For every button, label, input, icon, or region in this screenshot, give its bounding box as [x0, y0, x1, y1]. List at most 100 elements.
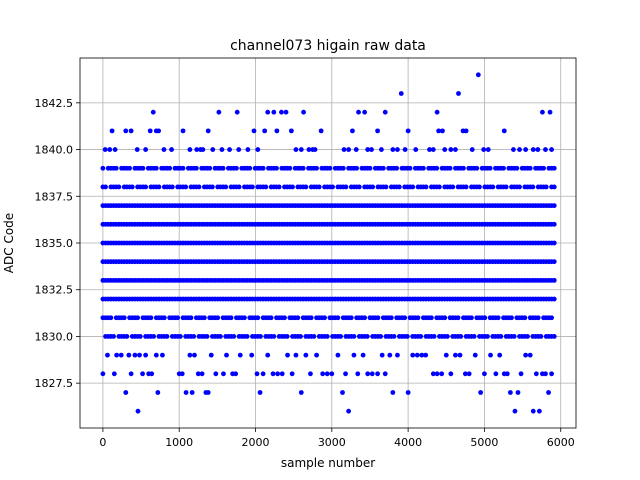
data-point: [530, 147, 536, 152]
data-point: [112, 147, 118, 152]
data-point: [419, 352, 425, 358]
x-tick-label: 0: [99, 436, 106, 449]
data-point: [223, 184, 229, 190]
data-point: [535, 315, 541, 321]
data-point: [367, 165, 373, 171]
data-point: [356, 109, 361, 115]
data-point: [431, 334, 437, 339]
data-point: [220, 165, 226, 171]
data-point: [301, 109, 306, 115]
data-point: [216, 109, 222, 115]
y-tick-label: 1830.0: [35, 330, 74, 343]
data-point: [320, 371, 326, 377]
data-point: [546, 390, 551, 395]
data-point: [221, 371, 226, 377]
data-point: [538, 334, 544, 339]
data-point: [540, 109, 545, 115]
data-point: [463, 128, 469, 134]
data-point: [205, 390, 211, 395]
data-point: [126, 352, 132, 358]
data-point: [175, 315, 181, 321]
x-tick-label: 3000: [318, 436, 346, 449]
data-point: [285, 352, 290, 358]
data-point: [395, 352, 400, 358]
data-point: [341, 147, 347, 152]
data-point: [263, 184, 269, 190]
data-point: [517, 147, 522, 152]
data-point: [448, 371, 454, 377]
data-point: [522, 315, 528, 321]
data-point: [340, 165, 346, 171]
data-point: [271, 334, 277, 339]
data-point: [362, 315, 368, 321]
data-point: [338, 334, 343, 339]
data-point: [137, 352, 142, 358]
data-point: [290, 184, 295, 190]
data-point: [255, 147, 261, 152]
data-point: [527, 352, 533, 358]
data-point: [265, 109, 271, 115]
data-point: [501, 128, 507, 134]
data-point: [427, 147, 432, 152]
data-point: [440, 128, 445, 134]
data-point: [495, 315, 501, 321]
data-point: [318, 128, 324, 134]
y-tick-label: 1837.5: [35, 190, 74, 203]
data-point: [324, 334, 330, 339]
data-point: [379, 147, 384, 152]
data-point: [268, 315, 274, 321]
data-point: [322, 315, 327, 321]
data-point: [497, 352, 503, 358]
data-point: [551, 165, 557, 171]
data-point: [523, 352, 529, 358]
data-point: [135, 408, 141, 414]
data-point: [118, 352, 124, 358]
y-axis: 1827.5 1830.0 1832.5 1835.0 1837.5 1840.0 1842…: [35, 97, 80, 390]
data-point: [330, 184, 335, 190]
data-point: [295, 315, 301, 321]
data-point: [260, 371, 266, 377]
data-point: [102, 147, 108, 152]
data-point: [551, 203, 557, 209]
data-point: [514, 165, 520, 171]
y-tick-label: 1842.5: [35, 97, 74, 110]
data-point: [284, 334, 290, 339]
data-point: [482, 315, 488, 321]
data-point: [518, 371, 524, 377]
data-point: [394, 165, 400, 171]
data-point: [276, 184, 282, 190]
data-point: [177, 334, 183, 339]
data-point: [343, 184, 349, 190]
data-point: [245, 147, 251, 152]
y-tick-label: 1840.0: [35, 144, 74, 157]
data-point: [503, 184, 509, 190]
data-point: [423, 352, 429, 358]
data-point: [161, 315, 167, 321]
data-point: [129, 184, 135, 190]
data-point: [365, 147, 371, 152]
data-point: [461, 165, 466, 171]
data-point: [478, 390, 484, 395]
data-point: [348, 315, 354, 321]
data-point: [434, 165, 440, 171]
data-point: [340, 390, 345, 395]
data-point: [205, 128, 211, 134]
data-point: [303, 352, 309, 358]
data-point: [549, 371, 554, 377]
data-point: [275, 371, 281, 377]
data-point: [271, 109, 277, 115]
data-point: [262, 128, 268, 134]
chart-title: channel073 higain raw data: [230, 38, 426, 54]
data-point: [437, 184, 442, 190]
data-point: [551, 296, 557, 302]
data-point: [254, 371, 260, 377]
data-point: [436, 128, 442, 134]
data-point: [137, 334, 143, 339]
data-point: [428, 315, 434, 321]
data-point: [351, 352, 357, 358]
data-point: [127, 165, 132, 171]
data-point: [457, 352, 463, 358]
data-point: [525, 334, 530, 339]
